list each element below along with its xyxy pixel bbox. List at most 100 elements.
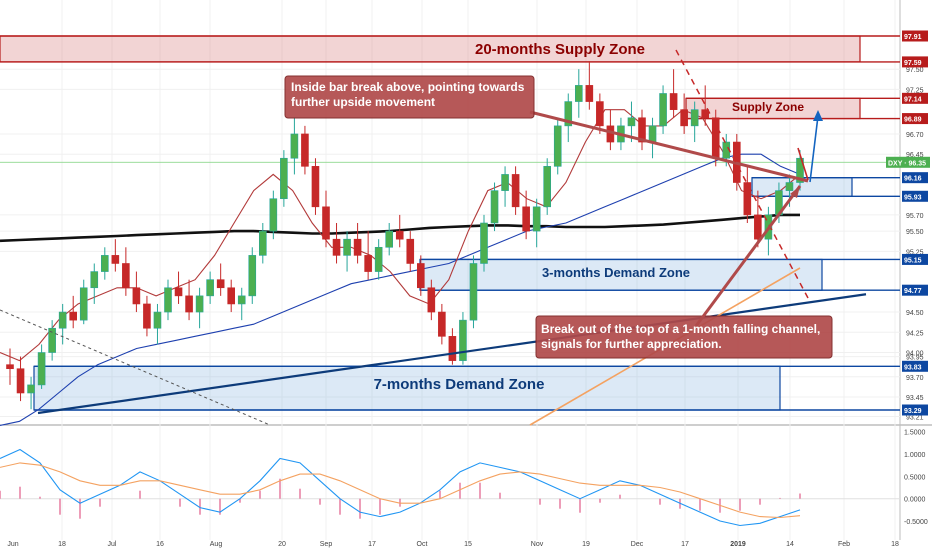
falling-channel-top [675, 49, 809, 299]
price-tag-7 [902, 253, 928, 265]
annotation-inside-bar-line1: Inside bar break above, pointing towards [291, 80, 525, 94]
candle-body-30 [322, 206, 330, 240]
candle-body-32 [343, 238, 351, 256]
price-axis: 97.50 97.25 96.70 96.45 95.70 95.50 95.25 94.50… [906, 67, 924, 421]
y-tick-label-0: 97.50 [906, 67, 924, 74]
candle-body-4 [48, 327, 56, 353]
candle-body-38 [406, 238, 415, 264]
x-tick-label-14: 2019 [730, 541, 746, 548]
candle-body-17 [185, 295, 193, 313]
candle-body-63 [669, 93, 678, 110]
price-tag-label-2: 97.14 [904, 96, 922, 103]
candle-body-5 [58, 311, 67, 329]
x-tick-label-11: 19 [582, 541, 590, 548]
candle-body-61 [648, 125, 657, 143]
candle-body-23 [248, 255, 257, 297]
candle-body-1 [16, 368, 25, 394]
candle-body-24 [258, 230, 267, 256]
candle-body-45 [480, 222, 488, 264]
osc-macd-line [0, 448, 801, 527]
y-tick-label-7: 94.50 [906, 310, 924, 317]
candle-body-40 [427, 287, 436, 313]
candle-body-28 [301, 133, 309, 167]
y-tick-label-6: 95.25 [906, 249, 924, 256]
callout-pointer [694, 185, 802, 327]
x-tick-label-7: 17 [368, 541, 376, 548]
zone-label-supply: Supply Zone [732, 100, 804, 114]
candle-body-31 [332, 238, 341, 256]
candle-body-55 [585, 85, 594, 102]
candle-body-71 [754, 214, 762, 240]
rising-trendline [37, 293, 867, 415]
arrows [694, 110, 823, 327]
candle-body-59 [627, 117, 636, 127]
candle-body-8 [90, 271, 99, 289]
y-tick-label-5: 95.50 [906, 229, 924, 236]
price-tag-0 [902, 30, 928, 42]
price-tag-3 [902, 113, 928, 125]
osc-tick-label-1: 1.0000 [904, 452, 926, 459]
annotation-inside-bar-line2: further upside movement [291, 95, 435, 109]
x-tick-label-9: 15 [464, 541, 472, 548]
price-tag-label-3: 96.89 [904, 117, 922, 124]
candle-body-18 [195, 295, 204, 313]
candle-body-65 [690, 109, 699, 127]
x-tick-label-4: Aug [210, 541, 223, 548]
x-tick-label-0: Jun [7, 541, 18, 548]
price-tag-label-4: DXY · 96.35 [888, 160, 926, 167]
zone-0 [0, 35, 861, 63]
candle-body-74 [785, 182, 794, 191]
osc-tick-label-0: 1.5000 [904, 430, 926, 437]
candle-body-33 [353, 238, 362, 256]
y-tick-label-3: 96.45 [906, 152, 924, 159]
y-tick-label-12: 93.45 [906, 395, 924, 402]
candle-body-35 [374, 246, 383, 272]
candle-body-34 [364, 255, 372, 272]
price-tag-1 [902, 56, 928, 68]
candle-body-22 [237, 295, 246, 305]
candle-body-50 [532, 206, 541, 232]
candle-body-27 [290, 133, 299, 159]
price-tag-8 [902, 284, 928, 296]
zone-label-20-months-supply: 20-months Supply Zone [475, 41, 645, 58]
y-tick-label-9: 94.00 [906, 351, 924, 358]
annotation-box-channel-break [535, 315, 833, 359]
candle-body-54 [574, 85, 583, 102]
candle-body-51 [543, 166, 552, 208]
price-tag-4 [886, 156, 930, 168]
candle-body-70 [743, 182, 752, 216]
zones [0, 35, 900, 411]
candle-body-41 [438, 311, 446, 337]
candle-body-25 [269, 198, 278, 232]
dotted-guide [0, 309, 271, 426]
up-arrow [809, 115, 819, 183]
candle-body-66 [701, 109, 710, 119]
candle-body-39 [416, 263, 425, 289]
y-tick-label-1: 97.25 [906, 87, 924, 94]
candle-body-14 [153, 311, 162, 329]
candlesticks [6, 61, 804, 410]
candle-body-15 [164, 287, 172, 313]
price-level-tags: 97.91 97.59 97.14 96.89 DXY · 96.35 96.16 95.9… [886, 30, 930, 416]
callout-pointer-head [790, 186, 800, 198]
candle-body-2 [27, 384, 35, 394]
candle-body-67 [711, 117, 720, 159]
candle-body-10 [111, 255, 120, 264]
down-arrow [797, 147, 809, 181]
candle-body-46 [490, 190, 499, 224]
candle-body-47 [501, 174, 509, 191]
annotation-channel-break-line2: signals for further appreciation. [541, 337, 722, 351]
price-tag-label-1: 97.59 [904, 60, 922, 67]
price-tag-label-5: 96.16 [904, 176, 922, 183]
x-tick-label-15: 14 [786, 541, 794, 548]
candle-body-36 [385, 230, 394, 248]
time-axis: Jun 18 Jul 16 Aug 20 Sep 17 Oct 15 Nov 19 Dec 17 2019 1… [7, 541, 899, 548]
x-tick-label-1: 18 [58, 541, 66, 548]
zone-label-7-months-demand: 7-months Demand Zone [374, 376, 545, 393]
y-tick-label-4: 95.70 [906, 213, 924, 220]
oscillator-axis: 1.5000 1.0000 0.5000 0.0000 -0.5000 [904, 430, 928, 526]
candle-body-19 [206, 279, 214, 297]
candle-body-43 [459, 319, 467, 361]
candle-body-3 [37, 352, 46, 386]
